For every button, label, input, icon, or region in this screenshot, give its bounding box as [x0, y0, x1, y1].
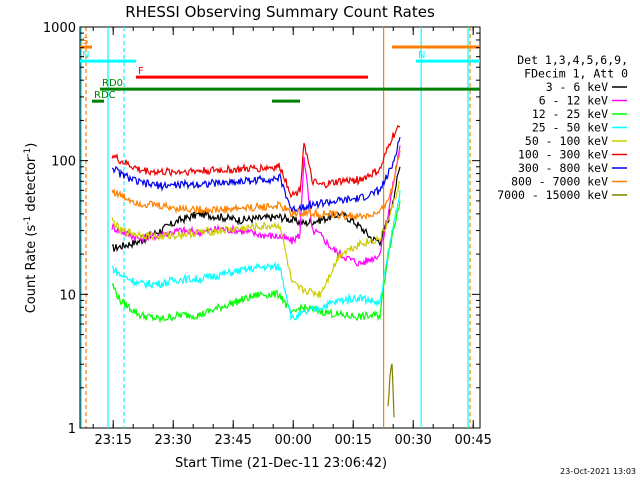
- legend-entry-2: 12 - 25 keV: [532, 107, 608, 121]
- series-line-7: [111, 150, 401, 221]
- legend-header-0: Det 1,3,4,5,6,9,: [517, 53, 628, 67]
- series-line-5: [111, 124, 401, 199]
- y-axis-label-sup-2: -1: [23, 148, 33, 157]
- series-line-0: [111, 166, 401, 253]
- legend-header-1: FDecim 1, Att 0: [524, 67, 628, 81]
- flag-label-2: N: [418, 50, 425, 61]
- y-tick-label-3: 1000: [43, 21, 76, 36]
- y-tick-label-0: 1: [68, 422, 76, 437]
- x-tick-label-1: 23:30: [154, 433, 191, 448]
- y-axis-label-end: ): [24, 143, 39, 148]
- plot-frame: [79, 26, 481, 429]
- flag-label-5: RDC: [94, 90, 116, 101]
- legend-entry-4: 50 - 100 keV: [525, 134, 608, 148]
- flag-label-4: RD0: [102, 78, 123, 89]
- timestamp-stamp: 23-Oct-2021 13:03: [560, 467, 636, 476]
- series-line-8: [387, 363, 395, 418]
- x-axis-label: Start Time (21-Dec-11 23:06:42): [175, 456, 387, 471]
- legend-entry-8: 7000 - 15000 keV: [497, 188, 608, 202]
- legend-entry-5: 100 - 300 keV: [518, 148, 608, 162]
- y-axis-label: Count Rate (s-1 detector-1): [23, 143, 39, 314]
- legend-entry-0: 3 - 6 keV: [546, 80, 608, 94]
- x-tick-label-0: 23:15: [94, 433, 131, 448]
- legend-entry-1: 6 - 12 keV: [539, 94, 608, 108]
- y-axis: 1 10 100 1000: [43, 21, 480, 437]
- legend-entry-6: 300 - 800 keV: [518, 161, 608, 175]
- x-tick-label-2: 23:45: [214, 433, 251, 448]
- series-line-3: [111, 190, 401, 322]
- legend: Det 1,3,4,5,6,9,FDecim 1, Att 03 - 6 keV…: [497, 53, 628, 202]
- flag-label-3: F: [138, 66, 144, 77]
- flag-label-0: S: [82, 36, 88, 47]
- y-axis-label-sup-1: -1: [23, 216, 33, 225]
- y-axis-label-main: Count Rate (s: [24, 225, 39, 314]
- y-axis-label-mid: detector: [24, 156, 39, 216]
- series-layer: [111, 124, 401, 418]
- series-line-2: [111, 200, 401, 324]
- chart-title: RHESSI Observing Summary Count Rates: [125, 3, 435, 21]
- series-line-4: [111, 180, 401, 299]
- x-tick-label-4: 00:15: [334, 433, 371, 448]
- vline-layer: [80, 27, 471, 428]
- legend-entry-3: 25 - 50 keV: [532, 121, 608, 135]
- legend-entry-7: 800 - 7000 keV: [511, 175, 608, 189]
- x-tick-label-5: 00:30: [394, 433, 431, 448]
- x-tick-label-3: 00:00: [274, 433, 311, 448]
- series-line-6: [111, 136, 401, 215]
- x-tick-label-6: 00:45: [454, 433, 491, 448]
- y-tick-label-2: 100: [51, 155, 76, 170]
- flag-label-1: N: [82, 50, 89, 61]
- x-axis: 23:15 23:30 23:45 00:00 00:15 00:30 00:45: [92, 27, 492, 448]
- y-tick-label-1: 10: [59, 288, 76, 303]
